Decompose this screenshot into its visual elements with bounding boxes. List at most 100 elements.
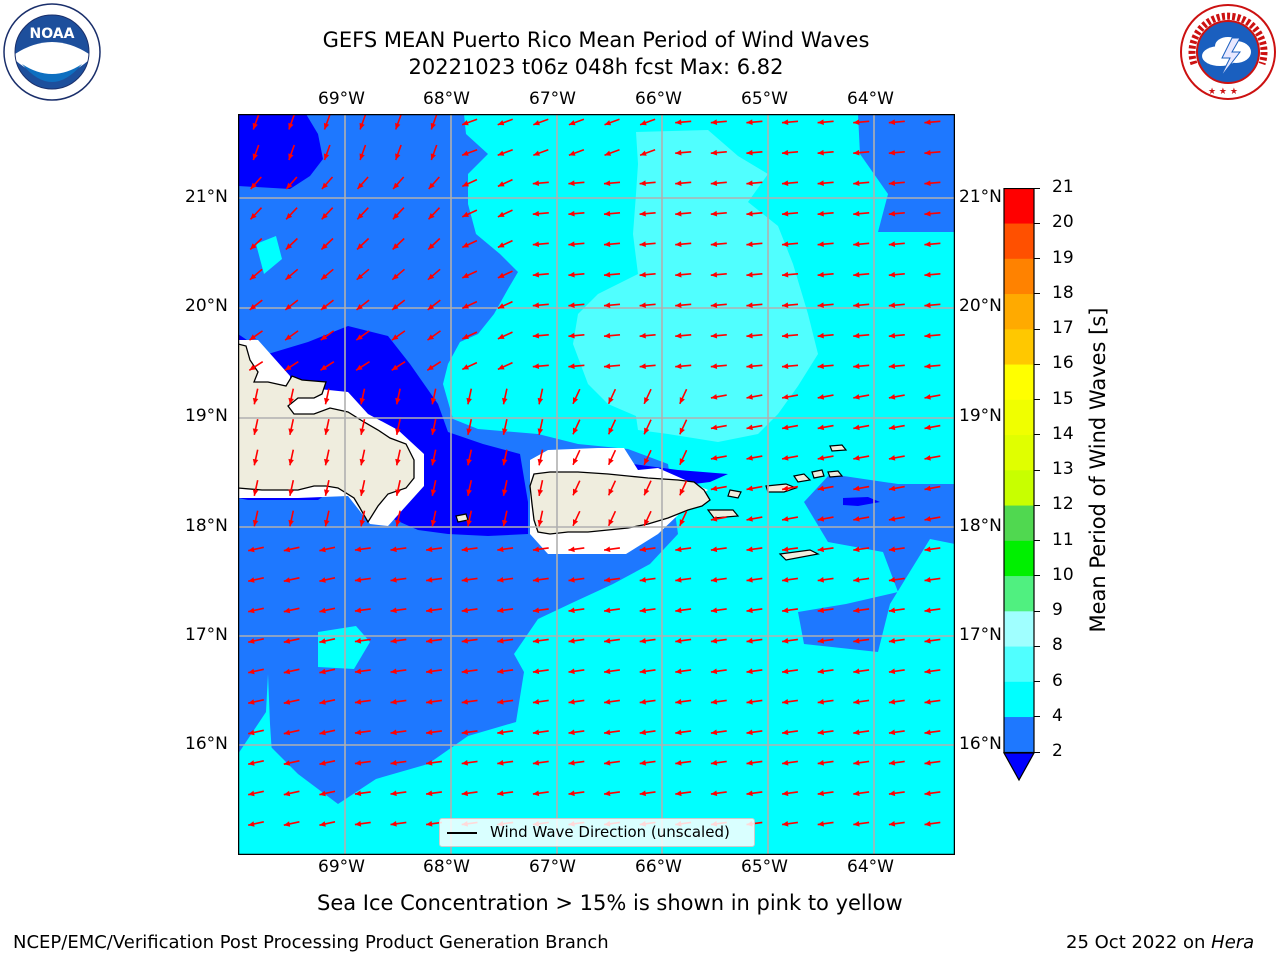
wave-direction-arrowhead bbox=[817, 302, 824, 308]
wave-direction-arrowhead bbox=[604, 577, 611, 583]
wave-direction-arrowhead bbox=[532, 241, 540, 247]
wave-direction-arrowhead bbox=[924, 516, 931, 522]
wave-direction-arrowhead bbox=[502, 458, 508, 466]
wave-direction-arrowhead bbox=[888, 455, 896, 461]
wave-direction-arrowhead bbox=[604, 150, 612, 156]
wave-direction-arrowhead bbox=[853, 394, 860, 400]
colorbar-tick-label: 10 bbox=[1052, 564, 1074, 585]
wave-direction-arrowhead bbox=[497, 150, 505, 156]
wave-direction-arrowhead bbox=[710, 394, 718, 400]
wave-direction-arrowhead bbox=[924, 424, 931, 431]
wave-direction-arrowhead bbox=[710, 699, 718, 705]
wave-direction-arrowhead bbox=[817, 638, 824, 644]
lat-tick-label: 21°N bbox=[959, 187, 1002, 207]
wave-direction-arrowhead bbox=[710, 455, 718, 461]
colorbar-tick-label: 21 bbox=[1052, 177, 1074, 197]
wave-direction-arrowhead bbox=[888, 821, 896, 827]
wave-direction-arrowhead bbox=[679, 427, 685, 435]
wave-direction-arrowhead bbox=[710, 729, 718, 736]
lon-tick-label: 67°W bbox=[529, 89, 576, 109]
wave-direction-arrowhead bbox=[817, 760, 824, 766]
wave-direction-arrowhead bbox=[604, 332, 611, 339]
wave-direction-arrowhead bbox=[817, 210, 824, 217]
wave-direction-arrowhead bbox=[710, 516, 718, 522]
wave-direction-arrowhead bbox=[497, 272, 505, 278]
wave-direction-arrowhead bbox=[639, 546, 646, 553]
wave-direction-arrowhead bbox=[853, 363, 860, 369]
wave-direction-arrowhead bbox=[604, 546, 611, 553]
wave-direction-arrowhead bbox=[354, 668, 362, 675]
wave-direction-arrowhead bbox=[321, 273, 328, 280]
lon-tick-label: 69°W bbox=[318, 857, 365, 877]
lat-tick-label: 17°N bbox=[959, 625, 1002, 645]
wave-direction-arrowhead bbox=[568, 607, 575, 614]
wave-direction-arrowhead bbox=[323, 122, 330, 130]
wave-direction-arrowhead bbox=[248, 699, 255, 705]
wave-direction-arrowhead bbox=[675, 790, 682, 797]
wave-direction-arrowhead bbox=[675, 363, 682, 369]
wave-direction-arrowhead bbox=[710, 607, 718, 614]
wave-direction-arrowhead bbox=[248, 729, 255, 736]
colorbar-tick-mark bbox=[1034, 540, 1040, 542]
wave-direction-arrowhead bbox=[604, 729, 611, 736]
wave-direction-arrowhead bbox=[359, 122, 365, 130]
wave-direction-arrowhead bbox=[395, 428, 401, 435]
wave-direction-arrowhead bbox=[319, 790, 326, 797]
wave-direction-arrowhead bbox=[359, 397, 366, 405]
wave-direction-arrowhead bbox=[461, 668, 468, 675]
wave-direction-arrowhead bbox=[639, 577, 646, 583]
wave-direction-arrowhead bbox=[853, 485, 860, 492]
wave-direction-arrowhead bbox=[532, 668, 540, 675]
wave-direction-arrowhead bbox=[426, 577, 433, 583]
wave-direction-arrowhead bbox=[746, 302, 753, 308]
wave-direction-arrowhead bbox=[639, 760, 646, 766]
wave-direction-arrowhead bbox=[817, 119, 824, 125]
wave-direction-arrowhead bbox=[782, 149, 789, 156]
wave-direction-arrowhead bbox=[746, 363, 753, 369]
wave-direction-arrowhead bbox=[390, 668, 397, 675]
wave-direction-arrowhead bbox=[782, 241, 789, 247]
wave-direction-arrowhead bbox=[462, 303, 469, 309]
colorbar-tick-mark bbox=[1034, 328, 1040, 330]
colorbar-tick-label: 8 bbox=[1052, 635, 1063, 656]
wave-direction-arrowhead bbox=[710, 577, 718, 583]
wave-direction-arrowhead bbox=[924, 332, 931, 339]
colorbar-tick-label: 4 bbox=[1052, 705, 1063, 726]
wave-direction-arrowhead bbox=[888, 119, 896, 125]
wave-direction-arrowhead bbox=[568, 210, 575, 217]
lon-tick-label: 65°W bbox=[741, 857, 788, 877]
wave-direction-arrowhead bbox=[319, 821, 326, 827]
wave-direction-arrowhead bbox=[924, 668, 931, 675]
wave-direction-arrowhead bbox=[324, 458, 330, 466]
wave-direction-arrowhead bbox=[675, 241, 682, 247]
colorbar-tick-mark bbox=[1034, 293, 1040, 295]
wave-direction-arrowhead bbox=[248, 546, 255, 553]
wave-direction-arrowhead bbox=[888, 699, 896, 705]
wave-direction-arrowhead bbox=[533, 120, 540, 126]
wave-direction-arrowhead bbox=[675, 302, 682, 308]
wave-direction-arrowhead bbox=[853, 455, 860, 461]
wave-direction-arrowhead bbox=[924, 455, 931, 461]
wave-direction-arrowhead bbox=[924, 790, 931, 797]
wave-direction-arrowhead bbox=[817, 729, 824, 736]
wave-direction-arrowhead bbox=[924, 821, 931, 827]
wave-direction-arrowhead bbox=[888, 363, 896, 369]
wave-direction-arrowhead bbox=[782, 638, 789, 644]
wave-direction-arrowhead bbox=[888, 424, 896, 431]
wave-direction-arrowhead bbox=[675, 546, 682, 553]
wave-direction-arrowhead bbox=[497, 790, 504, 797]
wave-direction-arrowhead bbox=[888, 546, 896, 553]
wave-direction-arrowhead bbox=[604, 271, 611, 278]
colorbar-tick-mark bbox=[1034, 469, 1040, 471]
wave-direction-arrowhead bbox=[288, 397, 294, 405]
wave-direction-arrowhead bbox=[497, 638, 504, 644]
wave-direction-arrowhead bbox=[395, 489, 401, 496]
wave-direction-arrowhead bbox=[568, 241, 575, 247]
wave-direction-arrowhead bbox=[252, 122, 258, 130]
wave-direction-arrowhead bbox=[288, 122, 294, 130]
wave-direction-arrowhead bbox=[319, 729, 326, 736]
wave-direction-arrowhead bbox=[283, 638, 291, 644]
wave-direction-arrowhead bbox=[248, 607, 255, 614]
wave-direction-arrowhead bbox=[746, 790, 753, 797]
wave-direction-arrowhead bbox=[250, 243, 257, 250]
